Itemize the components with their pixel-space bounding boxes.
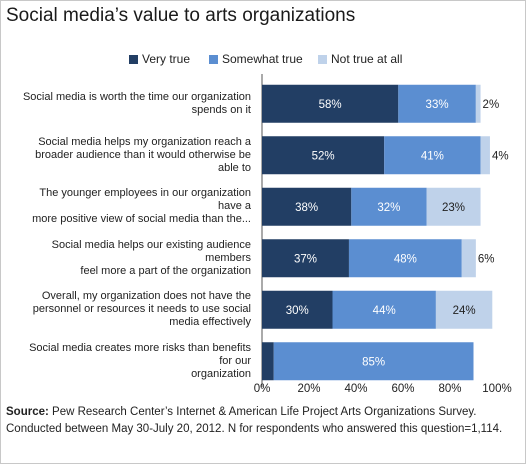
category-label: The younger employees in our organizatio… [8,187,251,226]
category-label-line: for our [219,354,251,367]
x-tick-label: 0% [254,383,271,395]
source-label: Source: [6,406,49,418]
legend-swatch-very-true [129,54,138,64]
legend: Very true Somewhat true Not true at all [0,52,526,68]
data-label-somewhat-true: 85% [362,356,385,368]
category-label-line: spends on it [191,103,251,116]
legend-item-very-true: Very true [129,52,190,66]
bar-very-true [262,290,333,329]
x-tick-label: 100% [482,383,511,395]
data-label-not-true-at-all: 23% [442,202,465,214]
x-tick-label: 20% [297,383,320,395]
bar-chart: 58% 33% 2% 52% 41% 4% 38% 32% 23% 37% 48% 6% 30% 44% 2… [254,74,512,395]
chart-title: Social media’s value to arts organizatio… [6,5,356,26]
category-label: Social media helps my organization reach… [8,136,251,175]
data-label-very-true: 58% [319,99,342,111]
bar-somewhat-true [273,342,474,381]
legend-label-somewhat-true: Somewhat true [222,52,303,66]
bar-not-true-at-all [426,187,481,226]
data-label-not-true-at-all: 2% [483,99,500,111]
category-label-line: personnel or resources it needs to use s… [32,303,251,316]
x-tick-label: 60% [391,383,414,395]
legend-label-very-true: Very true [142,52,191,66]
data-label-very-true: 52% [312,150,335,162]
bar-not-true-at-all [461,239,476,278]
category-label-line: Social media helps our existing audience [51,238,251,251]
x-tick-label: 80% [438,383,461,395]
category-label-line: able to [217,161,251,174]
category-label-line: broader audience than it would otherwise… [35,148,251,161]
category-label-line: Social media is worth the time our organ… [22,90,251,103]
category-label: Social media creates more risks than ben… [8,342,251,381]
data-label-not-true-at-all: 4% [492,150,509,162]
bar-very-true [262,84,399,123]
x-tick-label: 40% [344,383,367,395]
data-label-not-true-at-all: 6% [478,253,495,265]
category-label-line: Social media creates more risks than ben… [29,341,251,354]
data-label-somewhat-true: 44% [373,305,396,317]
category-label-line: media effectively [169,316,251,329]
bar-somewhat-true [351,187,427,226]
source-note: Source: Pew Research Center’s Internet &… [6,404,516,438]
data-label-somewhat-true: 33% [426,99,449,111]
legend-item-not-true: Not true at all [318,52,402,66]
category-label-line: feel more a part of the organization [80,264,251,277]
bar-very-true [262,239,349,278]
data-label-very-true: 30% [286,305,309,317]
data-label-somewhat-true: 32% [377,202,400,214]
category-label-line: organization [191,367,251,380]
data-label-not-true-at-all: 24% [453,305,476,317]
data-label-very-true: 38% [295,202,318,214]
legend-label-not-true: Not true at all [331,52,403,66]
category-label-line: more positive view of social media than … [32,213,251,226]
bar-not-true-at-all [475,84,481,123]
bar-somewhat-true [398,84,476,123]
category-label-line: The younger employees in our organizatio… [39,187,251,200]
bar-not-true-at-all [480,136,490,175]
category-label: Overall, my organization does not have t… [8,290,251,329]
bar-very-true [262,136,385,175]
legend-item-somewhat-true: Somewhat true [209,52,303,66]
legend-swatch-not-true [318,54,327,64]
legend-swatch-somewhat-true [209,54,218,64]
bar-not-true-at-all [435,290,493,329]
category-label-line: Overall, my organization does not have t… [41,290,251,303]
category-label-line: members [205,251,251,264]
bar-very-true [262,342,274,381]
category-label: Social media is worth the time our organ… [8,91,251,117]
data-label-very-true: 37% [294,253,317,265]
bar-very-true [262,187,352,226]
bar-somewhat-true [348,239,462,278]
category-label-line: Social media helps my organization reach… [38,135,251,148]
bar-somewhat-true [384,136,481,175]
data-label-somewhat-true: 48% [394,253,417,265]
data-label-somewhat-true: 41% [421,150,444,162]
category-label-line: have a [217,200,251,213]
category-label: Social media helps our existing audience… [8,239,251,278]
bar-somewhat-true [332,290,436,329]
source-text: Pew Research Center’s Internet & America… [6,406,503,435]
